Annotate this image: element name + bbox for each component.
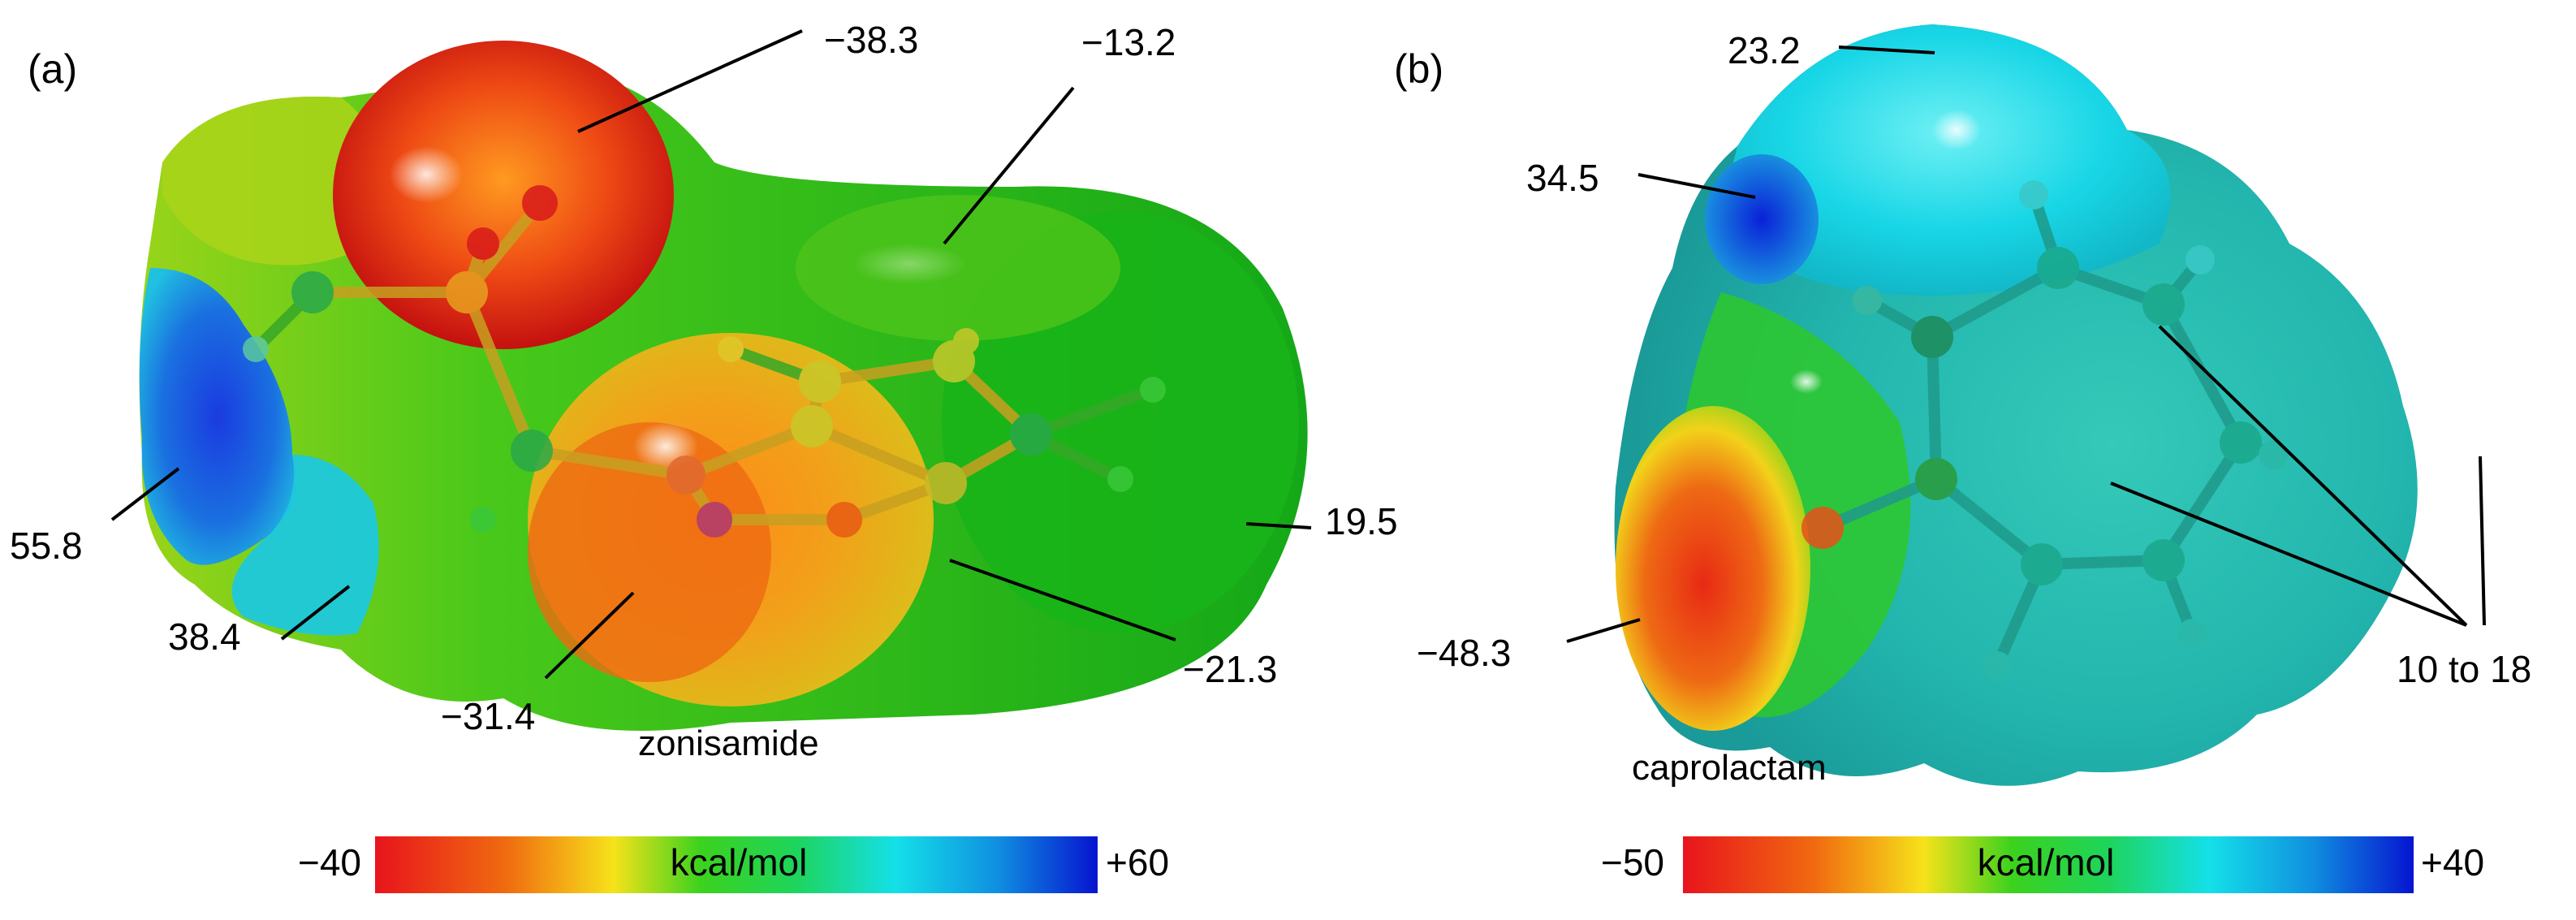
colorbar-gradient (1683, 836, 2414, 893)
panel-a-label: (a) (28, 46, 77, 92)
value-label: −13.2 (1081, 21, 1176, 63)
value-label: 19.5 (1325, 500, 1398, 542)
zonisamide-skeleton (243, 185, 1166, 538)
panel-a: (a) (10, 19, 1398, 893)
value-label: 55.8 (10, 525, 83, 567)
panel-b: (b) (1394, 24, 2531, 893)
value-label: 34.5 (1526, 157, 1599, 199)
caprolactam-skeleton (1801, 180, 2288, 680)
zonisamide-surface (139, 41, 1308, 732)
colorbar-min-label: −40 (298, 841, 361, 883)
value-label: −31.4 (441, 695, 535, 737)
panel-a-leader-lines (110, 29, 1312, 680)
value-label: 38.4 (168, 615, 241, 658)
value-label: −38.3 (824, 19, 918, 61)
molecule-name: zonisamide (638, 723, 819, 763)
panel-b-label: (b) (1394, 46, 1443, 92)
colorbar-max-label: +40 (2421, 841, 2484, 883)
colorbar-b: −50 kcal/mol +40 (1601, 836, 2484, 893)
value-label: −48.3 (1417, 632, 1511, 674)
value-label: −21.3 (1183, 648, 1277, 690)
value-label: 10 to 18 (2397, 648, 2531, 690)
colorbar-unit-label: kcal/mol (1978, 841, 2115, 883)
molecule-name: caprolactam (1632, 748, 1827, 788)
colorbar-max-label: +60 (1106, 841, 1169, 883)
colorbar-unit-label: kcal/mol (671, 841, 808, 883)
value-label: 23.2 (1728, 29, 1801, 71)
colorbar-gradient (375, 836, 1098, 893)
caprolactam-surface (1614, 24, 2418, 786)
colorbar-min-label: −50 (1601, 841, 1664, 883)
panel-b-leader-lines (1566, 45, 2486, 643)
colorbar-a: −40 kcal/mol +60 (298, 836, 1169, 893)
